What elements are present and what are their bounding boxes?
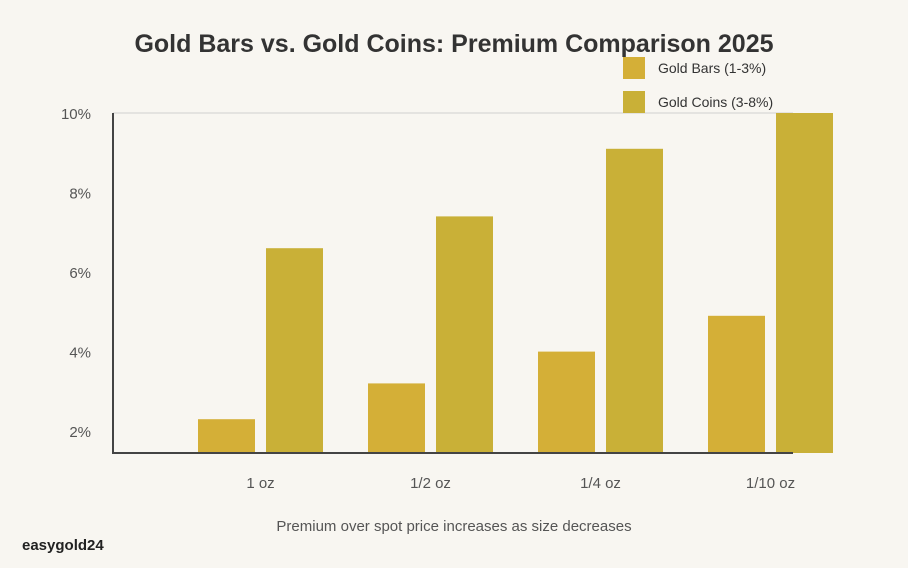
legend-label: Gold Bars (1-3%): [658, 60, 766, 76]
chart-title: Gold Bars vs. Gold Coins: Premium Compar…: [134, 30, 774, 58]
legend-swatch: [623, 91, 645, 113]
x-tick-label: 1/10 oz: [746, 475, 795, 492]
legend-label: Gold Coins (3-8%): [658, 94, 773, 110]
bar-bars: [368, 383, 425, 453]
x-tick-label: 1/2 oz: [410, 475, 451, 492]
bar-bars: [538, 351, 595, 453]
y-tick-label: 10%: [61, 106, 91, 123]
y-tick-label: 8%: [69, 186, 91, 203]
brand-logo-text: easygold24: [22, 537, 104, 554]
y-tick-label: 4%: [69, 345, 91, 362]
bar-coins: [266, 248, 323, 453]
chart-subtitle: Premium over spot price increases as siz…: [276, 518, 632, 535]
y-tick-label: 6%: [69, 265, 91, 282]
bar-bars: [198, 419, 255, 453]
bar-bars: [708, 315, 765, 453]
x-tick-label: 1/4 oz: [580, 475, 621, 492]
bar-coins: [776, 113, 833, 453]
x-tick-label: 1 oz: [246, 475, 274, 492]
legend-swatch: [623, 57, 645, 79]
bar-coins: [606, 148, 663, 453]
bar-coins: [436, 216, 493, 453]
y-tick-label: 2%: [69, 424, 91, 441]
